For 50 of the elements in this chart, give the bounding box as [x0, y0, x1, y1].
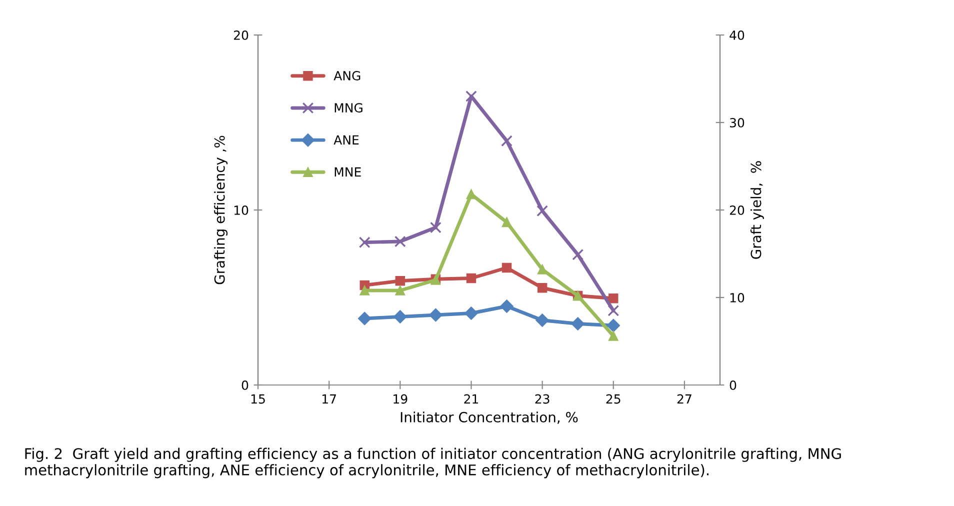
point	[501, 135, 512, 147]
point	[536, 314, 549, 327]
point	[429, 308, 442, 322]
point	[608, 294, 618, 304]
point	[430, 222, 442, 234]
point	[358, 236, 370, 248]
point	[606, 318, 620, 332]
x-tick-label: 15	[251, 394, 265, 404]
point	[466, 189, 476, 200]
y-axis-title: Grafting efficiency ,%	[214, 136, 228, 284]
y2-tick-label: 20	[730, 205, 744, 215]
point	[466, 90, 477, 102]
point	[572, 248, 584, 260]
y2-tick-label: 10	[730, 292, 744, 302]
legend-label: MNE	[334, 167, 361, 177]
y-tick-label: 10	[234, 205, 248, 215]
y2-tick-label: 40	[730, 30, 744, 40]
point	[536, 205, 548, 217]
legend-label: MNG	[334, 103, 362, 113]
y-tick-label: 20	[234, 30, 248, 40]
point	[608, 331, 618, 341]
point	[608, 304, 620, 316]
point	[500, 300, 514, 313]
x-tick-label: 21	[464, 394, 478, 404]
point	[571, 317, 584, 330]
y2-tick-label: 0	[730, 380, 736, 390]
point	[466, 273, 476, 284]
legend-label: ANE	[334, 135, 359, 144]
point	[537, 283, 548, 293]
y2-axis-title: Graft yield, %	[750, 161, 764, 259]
x-tick-label: 27	[677, 394, 692, 404]
point	[394, 310, 407, 324]
x-tick-label: 17	[322, 394, 336, 404]
x-tick-label: 25	[606, 394, 620, 404]
point	[395, 276, 406, 286]
caption: Fig. 2 Graft yield and grafting efficiency as a function of initiator concentration (ANG acrylonitrile grafting, MNG methacrylonitrile grafting, ANE efficiency of acrylonitrile, MNE efficiency of methacrylonitrile).	[25, 448, 841, 478]
point	[537, 264, 548, 274]
point	[358, 312, 372, 326]
point	[502, 262, 512, 273]
legend-label: ANG	[334, 70, 360, 80]
point	[502, 217, 512, 228]
point	[464, 306, 478, 320]
x-axis-title: Initiator Concentration, %	[400, 412, 578, 424]
point	[360, 286, 370, 296]
point	[395, 286, 406, 296]
x-tick-label: 19	[394, 394, 408, 404]
x-tick-label: 23	[535, 394, 550, 404]
y-tick-label: 0	[242, 380, 248, 390]
y2-tick-label: 30	[730, 118, 744, 128]
point	[394, 236, 406, 248]
